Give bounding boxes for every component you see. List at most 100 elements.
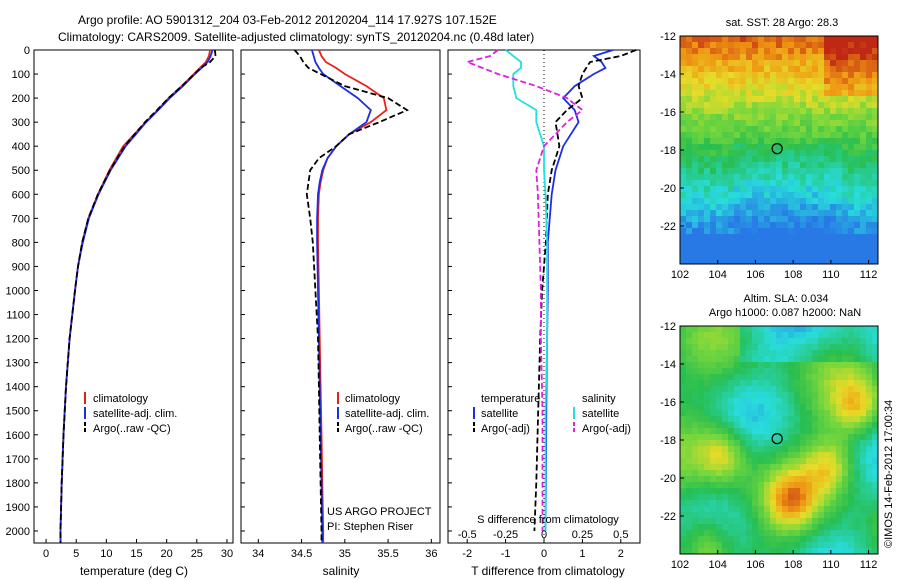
heat-cell: [722, 416, 729, 423]
heat-cell: [782, 386, 789, 393]
heat-cell: [752, 192, 759, 199]
heat-cell: [818, 90, 825, 97]
heat-cell: [800, 470, 807, 477]
heat-cell: [854, 180, 861, 187]
heat-cell: [818, 398, 825, 405]
heat-cell: [722, 234, 729, 241]
heat-cell: [746, 332, 753, 339]
heat-cell: [854, 338, 861, 345]
heat-cell: [746, 48, 753, 55]
heat-cell: [788, 458, 795, 465]
heat-cell: [842, 512, 849, 519]
heat-cell: [734, 470, 741, 477]
heat-cell: [866, 222, 873, 229]
heat-cell: [680, 240, 687, 247]
heat-cell: [734, 72, 741, 79]
heat-cell: [746, 410, 753, 417]
heat-cell: [866, 542, 873, 549]
heat-cell: [704, 416, 711, 423]
heat-cell: [782, 452, 789, 459]
heat-cell: [824, 168, 831, 175]
heat-cell: [812, 452, 819, 459]
heat-cell: [806, 150, 813, 157]
heat-cell: [794, 518, 801, 525]
heat-cell: [770, 350, 777, 357]
heat-cell: [794, 506, 801, 513]
heat-cell: [860, 338, 867, 345]
heat-cell: [806, 548, 813, 555]
heat-cell: [854, 536, 861, 543]
heat-cell: [680, 536, 687, 543]
heat-cell: [782, 102, 789, 109]
heat-cell: [716, 518, 723, 525]
heat-cell: [692, 246, 699, 253]
heat-cell: [836, 434, 843, 441]
heat-cell: [806, 186, 813, 193]
heat-cell: [788, 524, 795, 531]
heat-cell: [800, 464, 807, 471]
heat-cell: [680, 102, 687, 109]
heat-cell: [734, 524, 741, 531]
heat-cell: [680, 114, 687, 121]
heat-cell: [728, 440, 735, 447]
heat-cell: [782, 228, 789, 235]
heat-cell: [818, 338, 825, 345]
heat-cell: [758, 404, 765, 411]
map-x-tick-label: 112: [860, 269, 878, 281]
heat-cell: [776, 518, 783, 525]
heat-cell: [740, 338, 747, 345]
heat-cell: [704, 60, 711, 67]
y-tick-label: 500: [12, 165, 30, 177]
heat-cell: [758, 476, 765, 483]
heat-cell: [728, 66, 735, 73]
heat-cell: [782, 246, 789, 253]
heat-cell: [824, 452, 831, 459]
heat-cell: [692, 234, 699, 241]
heat-cell: [836, 90, 843, 97]
heat-cell: [794, 524, 801, 531]
heat-cell: [746, 446, 753, 453]
heat-cell: [716, 356, 723, 363]
heat-cell: [794, 66, 801, 73]
heat-cell: [806, 156, 813, 163]
heat-cell: [770, 452, 777, 459]
heat-cell: [746, 180, 753, 187]
heat-cell: [872, 458, 879, 465]
heat-cell: [806, 452, 813, 459]
heat-cell: [680, 96, 687, 103]
heat-cell: [758, 90, 765, 97]
heat-cell: [746, 404, 753, 411]
heat-cell: [854, 374, 861, 381]
heat-cell: [788, 542, 795, 549]
heat-cell: [830, 464, 837, 471]
heat-cell: [746, 234, 753, 241]
heat-cell: [746, 246, 753, 253]
heat-cell: [770, 78, 777, 85]
heat-cell: [812, 240, 819, 247]
heat-cell: [686, 258, 693, 265]
heat-cell: [680, 222, 687, 229]
heat-cell: [722, 410, 729, 417]
heat-cell: [824, 374, 831, 381]
heat-cell: [686, 174, 693, 181]
heat-cell: [698, 192, 705, 199]
heat-cell: [722, 54, 729, 61]
heat-cell: [818, 204, 825, 211]
heat-cell: [860, 168, 867, 175]
heat-cell: [776, 168, 783, 175]
heat-cell: [806, 470, 813, 477]
heat-cell: [698, 78, 705, 85]
heat-cell: [728, 482, 735, 489]
heat-cell: [710, 470, 717, 477]
heat-cell: [692, 72, 699, 79]
heat-cell: [728, 216, 735, 223]
heat-cell: [854, 66, 861, 73]
heat-cell: [680, 180, 687, 187]
heat-cell: [842, 446, 849, 453]
heat-cell: [776, 48, 783, 55]
heat-cell: [800, 258, 807, 265]
heat-cell: [830, 356, 837, 363]
heat-cell: [686, 326, 693, 333]
heat-cell: [758, 168, 765, 175]
legend-climatology: climatology: [93, 393, 149, 405]
